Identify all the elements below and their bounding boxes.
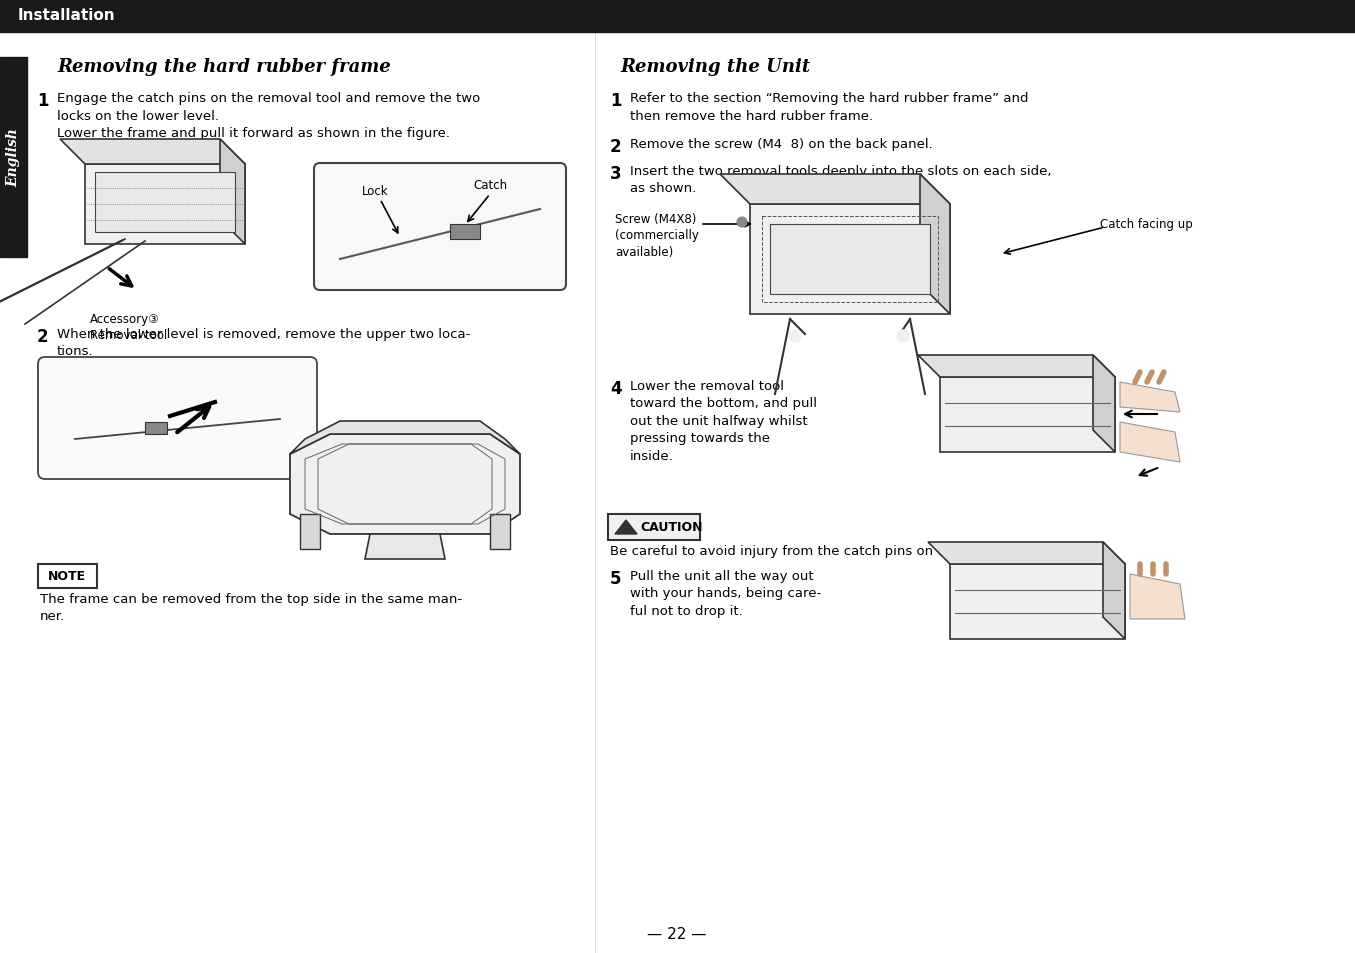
- Text: Engage the catch pins on the removal tool and remove the two
locks on the lower : Engage the catch pins on the removal too…: [57, 91, 480, 140]
- Polygon shape: [85, 165, 245, 245]
- Bar: [145, 422, 167, 435]
- Text: Pull the unit all the way out
with your hands, being care-
ful not to drop it.: Pull the unit all the way out with your …: [630, 569, 821, 618]
- Text: Installation: Installation: [18, 9, 115, 24]
- Polygon shape: [928, 542, 1125, 564]
- Text: CAUTION: CAUTION: [640, 521, 702, 534]
- Bar: [0, 0, 1355, 33]
- Text: Screw (M4X8)
(commercially
available): Screw (M4X8) (commercially available): [615, 213, 699, 258]
- Text: The frame can be removed from the top side in the same man-
ner.: The frame can be removed from the top si…: [41, 593, 462, 623]
- FancyBboxPatch shape: [314, 164, 566, 291]
- Text: Catch: Catch: [473, 179, 507, 192]
- Bar: [450, 225, 480, 240]
- Polygon shape: [615, 520, 637, 535]
- Bar: [770, 225, 930, 294]
- Text: 5: 5: [610, 569, 622, 587]
- Polygon shape: [299, 515, 320, 550]
- Polygon shape: [491, 515, 509, 550]
- Text: Refer to the section “Removing the hard rubber frame” and
then remove the hard r: Refer to the section “Removing the hard …: [630, 91, 1028, 122]
- Text: Catch facing up: Catch facing up: [1100, 218, 1192, 231]
- Polygon shape: [364, 535, 444, 559]
- Polygon shape: [290, 435, 520, 535]
- Circle shape: [737, 218, 747, 228]
- Text: Be careful to avoid injury from the catch pins on the removal tool.: Be careful to avoid injury from the catc…: [610, 544, 1051, 558]
- Polygon shape: [751, 205, 950, 314]
- Text: NOTE: NOTE: [47, 570, 87, 583]
- Polygon shape: [220, 140, 245, 245]
- Polygon shape: [1103, 542, 1125, 639]
- Text: Removing the Unit: Removing the Unit: [621, 58, 810, 76]
- Polygon shape: [917, 355, 1115, 377]
- Text: When the lower level is removed, remove the upper two loca-
tions.: When the lower level is removed, remove …: [57, 328, 470, 358]
- Text: Remove the screw (M4  8) on the back panel.: Remove the screw (M4 8) on the back pane…: [630, 138, 932, 151]
- Text: 3: 3: [610, 165, 622, 183]
- FancyBboxPatch shape: [608, 515, 701, 540]
- Polygon shape: [940, 377, 1115, 453]
- Polygon shape: [950, 564, 1125, 639]
- Text: 1: 1: [37, 91, 49, 110]
- Text: — 22 —: — 22 —: [648, 926, 707, 942]
- Text: 1: 1: [610, 91, 622, 110]
- Circle shape: [897, 331, 909, 343]
- Text: 4: 4: [610, 379, 622, 397]
- FancyBboxPatch shape: [38, 357, 317, 479]
- Text: Lock: Lock: [362, 185, 389, 198]
- Text: Accessory③
Removal tool: Accessory③ Removal tool: [89, 313, 167, 341]
- Polygon shape: [1093, 355, 1115, 453]
- Circle shape: [789, 331, 801, 343]
- Text: Lower the removal tool
toward the bottom, and pull
out the unit halfway whilst
p: Lower the removal tool toward the bottom…: [630, 379, 817, 462]
- Polygon shape: [60, 140, 245, 165]
- Polygon shape: [290, 421, 520, 455]
- Polygon shape: [1121, 382, 1180, 413]
- FancyBboxPatch shape: [38, 564, 98, 588]
- Polygon shape: [1121, 422, 1180, 462]
- Polygon shape: [920, 174, 950, 314]
- Polygon shape: [720, 174, 950, 205]
- Text: English: English: [5, 129, 20, 187]
- Text: 2: 2: [37, 328, 49, 346]
- Bar: [0, 58, 27, 257]
- Bar: [95, 172, 234, 233]
- Polygon shape: [1130, 575, 1186, 619]
- Text: 2: 2: [610, 138, 622, 156]
- Text: Insert the two removal tools deeply into the slots on each side,
as shown.: Insert the two removal tools deeply into…: [630, 165, 1051, 195]
- Text: Removing the hard rubber frame: Removing the hard rubber frame: [57, 58, 390, 76]
